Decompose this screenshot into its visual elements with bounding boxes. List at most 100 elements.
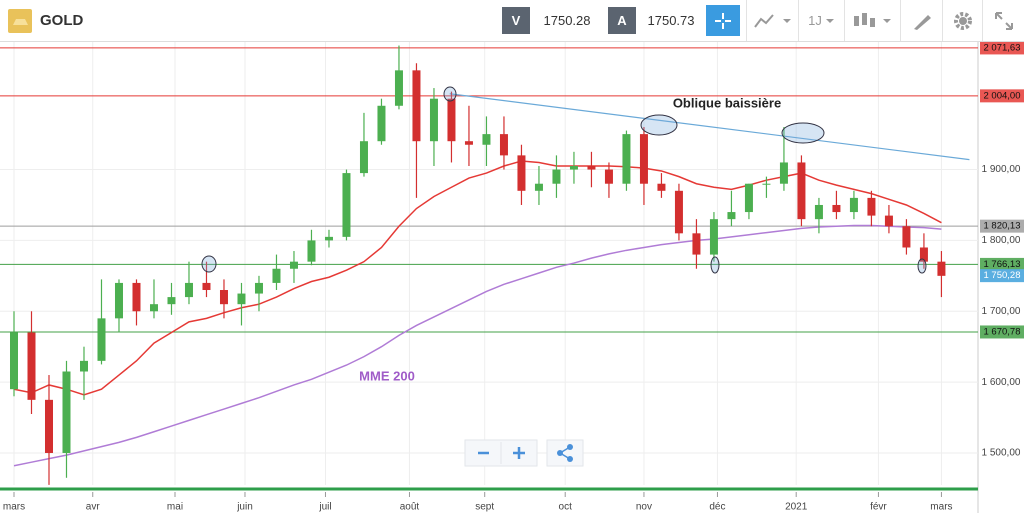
x-tick-label: juin xyxy=(236,502,253,513)
candle-body xyxy=(412,70,421,142)
candle-body xyxy=(149,304,158,312)
icon xyxy=(825,18,834,23)
icon xyxy=(954,11,972,30)
chart-type-button[interactable] xyxy=(746,0,799,41)
candle-body xyxy=(184,282,193,298)
level-label-box xyxy=(980,89,1024,103)
icon xyxy=(854,12,891,27)
candle-body xyxy=(44,399,53,453)
ask-label[interactable]: A xyxy=(608,7,636,34)
bid-label[interactable]: V xyxy=(502,7,530,34)
symbol[interactable]: GOLD xyxy=(40,12,84,29)
candle-body xyxy=(272,268,281,283)
candle-body xyxy=(342,173,351,237)
candle-body xyxy=(674,190,683,234)
price-label-box xyxy=(980,269,1024,283)
icon xyxy=(995,11,1013,30)
candle-body xyxy=(464,141,473,145)
y-tick-label: 1 800,00 xyxy=(982,235,1021,246)
candle-body xyxy=(359,141,368,174)
x-tick-label: févr xyxy=(870,502,887,513)
x-tick-label: juil xyxy=(318,502,331,513)
candle-body xyxy=(552,169,561,184)
candle-body xyxy=(692,233,701,255)
fullscreen-button[interactable] xyxy=(982,0,1024,41)
x-tick-label: mai xyxy=(167,502,183,513)
ask-price: 1750.73 xyxy=(647,13,695,28)
highlight-circle xyxy=(443,86,457,102)
zoom-in-button[interactable] xyxy=(513,447,525,459)
candle-body xyxy=(394,70,403,106)
candle-body xyxy=(254,282,263,294)
level-label: 1 820,13 xyxy=(984,221,1021,232)
candle-body xyxy=(709,219,718,255)
x-tick-label: avr xyxy=(86,502,101,513)
y-tick-label: 1 600,00 xyxy=(982,377,1021,388)
candle-body xyxy=(9,332,18,390)
icon xyxy=(8,8,32,33)
draw-button[interactable] xyxy=(900,0,943,41)
timeframe-button[interactable]: 1J xyxy=(798,0,845,41)
candle-body xyxy=(639,134,648,184)
candle-body xyxy=(534,183,543,191)
plot: mars avr mai juin juil août sept oct nov déc 2021 f… xyxy=(0,42,978,513)
candle-body xyxy=(849,197,858,213)
y-tick-label: 1 700,00 xyxy=(982,306,1021,317)
candle-body xyxy=(447,98,456,142)
timeframe: 1J xyxy=(808,13,822,28)
settings-button[interactable] xyxy=(942,0,983,41)
y-tick-label: 1 900,00 xyxy=(982,164,1021,175)
highlight-circle xyxy=(640,114,678,136)
candle-body xyxy=(97,318,106,361)
candle-body xyxy=(814,204,823,220)
candle-body xyxy=(569,166,578,170)
candle-body xyxy=(289,261,298,269)
candle-body xyxy=(622,134,631,184)
level-label-box xyxy=(980,42,1024,55)
chart: mars avr mai juin juil août sept oct nov déc 2021 f… xyxy=(0,42,1024,513)
candle-body xyxy=(779,162,788,184)
candle-body xyxy=(324,236,333,241)
candle-body xyxy=(219,290,228,305)
candle-body xyxy=(884,215,893,227)
candle-body xyxy=(132,282,141,312)
candle-body xyxy=(604,169,613,184)
highlights xyxy=(201,86,927,274)
level-label: 2 004,00 xyxy=(984,90,1021,101)
candle-body xyxy=(867,197,876,216)
candle-body xyxy=(377,105,386,142)
highlight-circle xyxy=(781,122,825,144)
trend-line xyxy=(449,93,970,161)
level-label-box xyxy=(980,257,1024,271)
icon xyxy=(914,14,931,30)
candle-body xyxy=(744,183,753,213)
share-button[interactable] xyxy=(557,444,573,462)
candle-body xyxy=(587,166,596,170)
level-label: 1 670,78 xyxy=(984,326,1021,337)
indicator-button[interactable] xyxy=(844,0,901,41)
x-tick-label: nov xyxy=(636,502,652,513)
candle-body xyxy=(62,371,71,453)
gold-icon xyxy=(0,0,40,41)
x-tick-label: août xyxy=(400,502,420,513)
x-tick-label: déc xyxy=(709,502,725,513)
icon xyxy=(715,12,731,29)
candle-body xyxy=(902,226,911,248)
x-tick-label: 2021 xyxy=(785,502,808,513)
zoom-controls xyxy=(464,439,584,467)
candle-body xyxy=(27,332,36,400)
level-label-box xyxy=(980,325,1024,339)
level-label: 1 766,13 xyxy=(984,259,1021,270)
bid-price: 1750.28 xyxy=(543,13,591,28)
x-tick-label: mars xyxy=(3,502,25,513)
moving-average xyxy=(13,224,942,467)
x-tick-label: oct xyxy=(559,502,573,513)
crosshair-button[interactable] xyxy=(706,5,740,36)
candle-body xyxy=(727,212,736,220)
y-tick-label: 1 500,00 xyxy=(982,448,1021,459)
candle-body xyxy=(499,134,508,156)
highlight-circle xyxy=(917,258,927,274)
candle-body xyxy=(797,162,806,220)
candle-body xyxy=(429,98,438,142)
